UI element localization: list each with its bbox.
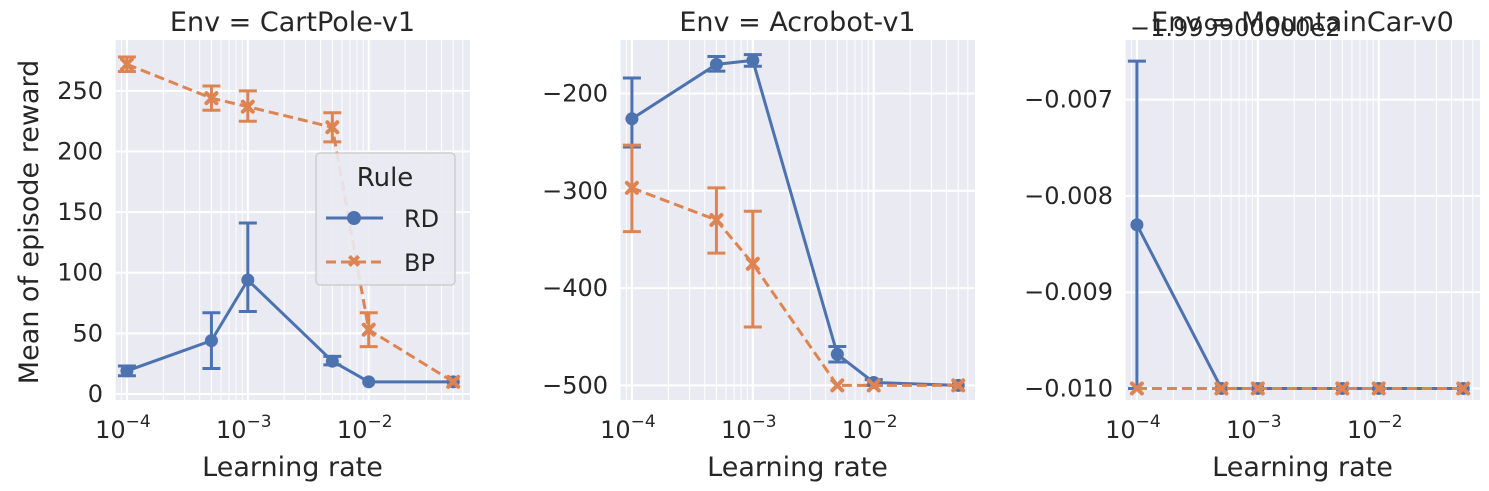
bp-marker — [745, 256, 760, 271]
x-tick-exponent: −2 — [1377, 412, 1402, 432]
bp-marker — [1250, 381, 1265, 396]
x-tick-label: 10−4 — [95, 412, 151, 444]
legend-title: Rule — [357, 163, 414, 193]
legend-rd-label: RD — [404, 205, 439, 233]
bp-series-line — [631, 186, 959, 387]
y-tick-label: −300 — [542, 177, 608, 205]
mountaincar-plot-area — [1125, 40, 1480, 400]
bp-marker — [446, 374, 461, 389]
bp-marker — [1371, 381, 1386, 396]
rd-marker — [204, 334, 218, 348]
legend-rd-marker — [347, 211, 361, 225]
rd-marker — [1130, 218, 1144, 232]
y-tick-label: 150 — [57, 198, 103, 226]
acrobot-panel: 10−4 10−3 10−2 −500 −400 −300 −200 Env = Acrobo… — [542, 7, 975, 483]
bp-marker — [1129, 381, 1144, 396]
mountaincar-title: Env = MountainCar-v0 — [1151, 7, 1454, 38]
y-tick-label: 250 — [57, 77, 103, 105]
x-tick-exponent: −2 — [367, 412, 392, 432]
x-tick-label: 10−4 — [600, 412, 656, 444]
bp-marker — [866, 378, 881, 393]
x-axis-label: Learning rate — [202, 452, 383, 483]
legend-bp-marker: ✖ — [346, 252, 361, 273]
y-tick-label: −0.007 — [1024, 86, 1113, 114]
rd-marker — [625, 112, 639, 126]
y-tick-label: 50 — [72, 319, 103, 347]
y-tick-label: −0.009 — [1024, 278, 1113, 306]
bp-marker — [1335, 381, 1350, 396]
bp-marker — [709, 213, 724, 227]
y-tick-label: 200 — [57, 138, 103, 166]
rd-series-line — [126, 277, 454, 384]
y-tick-label: −0.008 — [1024, 182, 1113, 210]
y-tick-label: −400 — [542, 274, 608, 302]
rd-marker — [709, 57, 723, 71]
bp-marker — [325, 120, 340, 135]
x-tick-label: 10−3 — [1226, 412, 1282, 444]
x-tick-exponent: −3 — [247, 412, 272, 432]
x-axis-label: Learning rate — [1212, 452, 1393, 483]
rd-series-line — [631, 58, 959, 387]
x-tick-label: 10−2 — [842, 412, 898, 444]
x-tick-exponent: −3 — [752, 412, 777, 432]
rd-marker — [362, 375, 376, 389]
legend-bp-label: BP — [404, 249, 435, 277]
rd-marker — [120, 364, 134, 378]
x-tick-exponent: −4 — [1136, 412, 1161, 432]
legend-box — [315, 152, 456, 286]
y-tick-label: −500 — [542, 371, 608, 399]
y-axis-label: Mean of episode reward — [14, 60, 45, 384]
x-tick-exponent: −4 — [126, 412, 151, 432]
x-tick-exponent: −2 — [872, 412, 897, 432]
y-offset-text: −1.999900000e2 — [1130, 14, 1340, 42]
x-tick-label: 10−3 — [216, 412, 272, 444]
y-tick-label: −200 — [542, 80, 608, 108]
x-tick-label: 10−3 — [721, 412, 777, 444]
bp-marker — [119, 57, 134, 72]
x-tick-exponent: −3 — [1257, 412, 1282, 432]
y-tick-label: 0 — [88, 380, 103, 408]
bp-marker — [1214, 381, 1229, 396]
bp-marker — [951, 378, 966, 393]
bp-marker — [240, 99, 255, 114]
rd-marker — [241, 273, 255, 287]
bp-marker — [1456, 381, 1471, 396]
x-tick-label: 10−2 — [337, 412, 393, 444]
acrobot-title: Env = Acrobot-v1 — [679, 7, 915, 38]
rd-marker — [746, 53, 760, 67]
x-axis-label: Learning rate — [707, 452, 888, 483]
y-tick-label: −0.010 — [1024, 374, 1113, 402]
bp-marker — [624, 180, 639, 195]
y-tick-label: 100 — [57, 259, 103, 287]
bp-series-line — [126, 62, 455, 384]
bp-marker — [361, 322, 376, 337]
rd-marker — [325, 354, 339, 368]
legend: Rule RD ✖ BP — [315, 152, 456, 286]
x-tick-label: 10−4 — [1105, 412, 1161, 444]
bp-marker — [830, 378, 845, 393]
rd-marker — [830, 347, 844, 361]
x-tick-exponent: −4 — [631, 412, 656, 432]
cartpole-title: Env = CartPole-v1 — [170, 7, 415, 38]
bp-marker — [204, 91, 219, 106]
x-tick-label: 10−2 — [1347, 412, 1403, 444]
mountaincar-panel: 10−4 10−3 10−2 −0.010 −0.009 −0.008 −0.007 Env … — [1024, 7, 1480, 483]
